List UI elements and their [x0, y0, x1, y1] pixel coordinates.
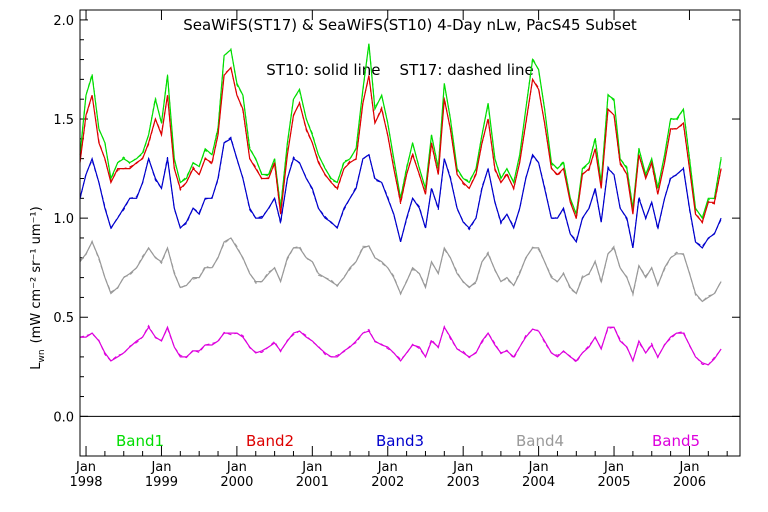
x-tick-month: Jan [528, 460, 549, 475]
series-line-band1-st17 [79, 43, 722, 219]
y-tick-label: 0.0 [53, 410, 74, 425]
x-tick-year: 1999 [145, 475, 178, 490]
legend-band2: Band2 [246, 432, 294, 450]
x-tick-month: Jan [301, 460, 322, 475]
y-tick-label: 0.5 [53, 311, 74, 326]
x-tick-year: 2006 [673, 475, 706, 490]
series-line-band4-st10 [79, 237, 722, 303]
legend-band3: Band3 [376, 432, 424, 450]
y-axis-label-units: (mW cm⁻² sr⁻¹ um⁻¹) [29, 206, 44, 343]
y-tick-label: 1.0 [53, 212, 74, 227]
x-tick-year: 2004 [522, 475, 555, 490]
x-tick-year: 2001 [296, 475, 329, 490]
chart-title: SeaWiFS(ST17) & SeaWiFS(ST10) 4-Day nLw,… [183, 16, 637, 34]
series-line-band3-st10 [79, 137, 722, 249]
x-tick-year: 2003 [447, 475, 480, 490]
x-tick-month: Jan [226, 460, 247, 475]
series-line-band2-st10 [79, 66, 722, 224]
y-axis-label-subscript: wn [37, 349, 47, 362]
x-tick-month: Jan [452, 460, 473, 475]
x-tick-month: Jan [75, 460, 96, 475]
x-tick-year: 1998 [69, 475, 102, 490]
series-line-band4-st17 [79, 237, 722, 303]
x-tick-month: Jan [603, 460, 624, 475]
series-line-band5-st10 [80, 325, 722, 366]
x-tick-year: 2005 [597, 475, 630, 490]
y-tick-label: 1.5 [53, 113, 74, 128]
svg-text:Lwn(mW cm⁻² sr⁻¹ um⁻¹): Lwn (mW cm⁻² sr⁻¹ um⁻¹) [29, 206, 47, 369]
legend-band1: Band1 [116, 432, 164, 450]
plot-frame [79, 9, 741, 457]
x-tick-month: Jan [150, 460, 171, 475]
x-tick-month: Jan [678, 460, 699, 475]
y-axis-label-main: L [29, 362, 44, 370]
x-tick-year: 2000 [220, 475, 253, 490]
series-line-band2-st17 [79, 67, 722, 225]
x-tick-year: 2002 [371, 475, 404, 490]
legend-band4: Band4 [516, 432, 564, 450]
x-tick-month: Jan [377, 460, 398, 475]
series-line-band3-st17 [79, 136, 722, 249]
line-style-note: ST10: solid line ST17: dashed line [266, 61, 534, 79]
legend-band5: Band5 [652, 432, 700, 450]
series-line-band5-st17 [79, 324, 722, 366]
y-tick-label: 2.0 [53, 14, 74, 29]
y-axis-label: Lwn (mW cm⁻² sr⁻¹ um⁻¹) [29, 206, 47, 369]
